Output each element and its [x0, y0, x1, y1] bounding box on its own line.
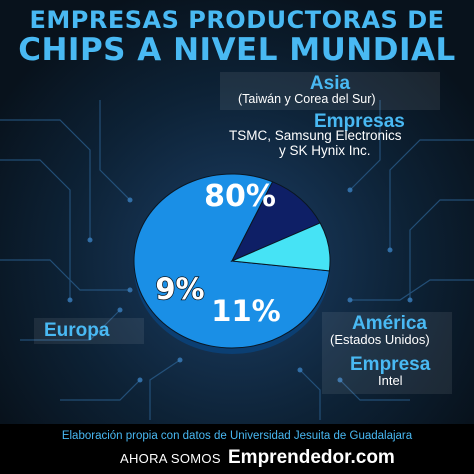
slice-america — [230, 181, 321, 263]
asia-companies-label: Empresas — [314, 111, 405, 132]
page-title-line2: CHIPS A NIVEL MUNDIAL — [18, 32, 456, 68]
america-region-label: América — [352, 313, 427, 334]
america-panel — [322, 312, 452, 354]
slice-europa — [230, 222, 331, 272]
asia-companies-line2: y SK Hynix Inc. — [279, 143, 371, 158]
source-note: Elaboración propia con datos de Universi… — [61, 430, 413, 442]
america-region-detail: (Estados Unidos) — [330, 332, 430, 347]
label-america-percent: 11% — [211, 294, 280, 328]
asia-region-label: Asia — [309, 73, 351, 94]
europa-region-label: Europa — [44, 320, 110, 341]
asia-companies-line1: TSMC, Samsung Electronics — [229, 128, 402, 143]
label-europa-percent: 9% — [155, 272, 204, 306]
europa-panel — [34, 318, 144, 344]
america-company-label: Empresa — [350, 354, 431, 375]
label-asia-percent: 80% — [204, 179, 276, 214]
footer-bar — [0, 424, 474, 474]
page-title-line1: EMPRESAS PRODUCTORAS DE — [29, 6, 445, 34]
pie-chart: 80% 9%11% — [133, 173, 331, 354]
asia-region-detail: (Taiwán y Corea del Sur) — [238, 92, 376, 106]
ahora-somos-text: AHORA SOMOS — [120, 451, 221, 466]
america-company-panel — [322, 354, 452, 394]
asia-panel — [220, 72, 440, 110]
america-company-name: Intel — [378, 373, 403, 388]
brand-logo-text[interactable]: Emprendedor.com — [228, 447, 395, 468]
